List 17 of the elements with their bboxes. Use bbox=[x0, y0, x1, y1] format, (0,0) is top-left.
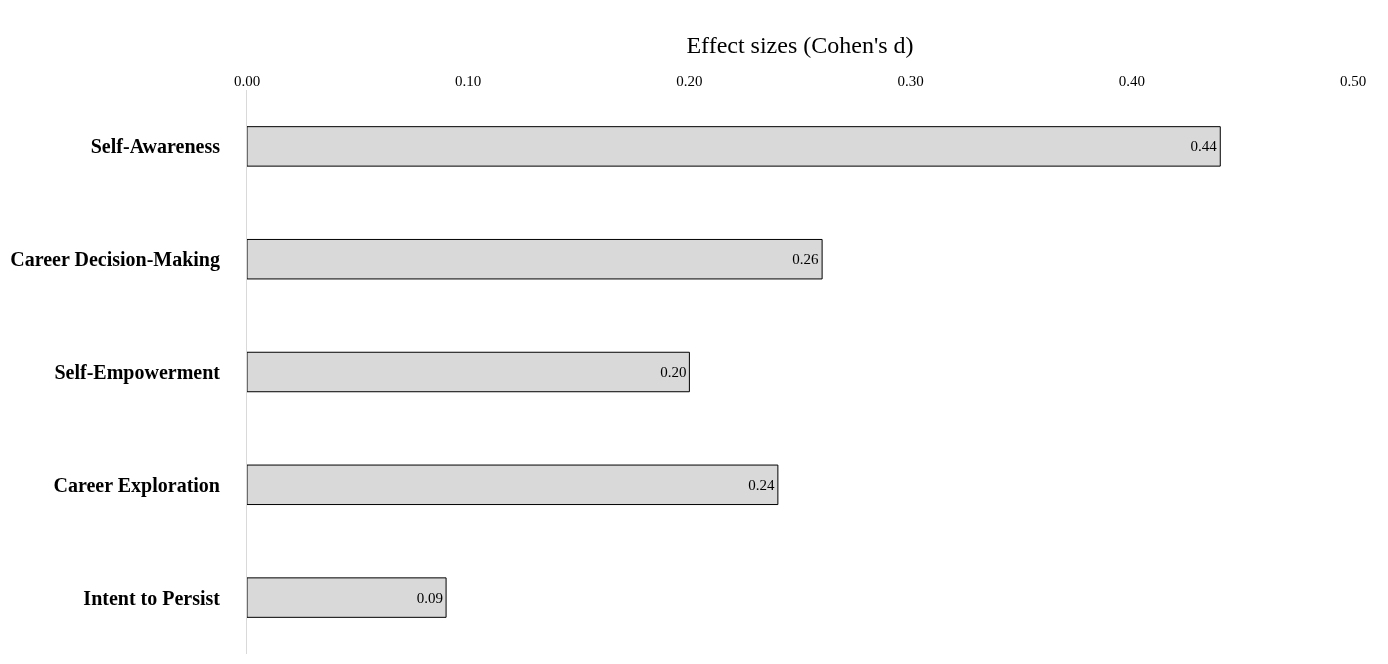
x-tick-label: 0.20 bbox=[676, 73, 703, 89]
x-tick-label: 0.30 bbox=[897, 73, 924, 89]
y-tick-label: Career Exploration bbox=[53, 473, 220, 497]
data-label: 0.24 bbox=[748, 476, 775, 493]
x-tick-label: 0.00 bbox=[233, 73, 261, 89]
x-tick-label: 0.50 bbox=[1339, 73, 1367, 89]
data-label: 0.44 bbox=[1190, 138, 1218, 155]
y-tick-label: Self-Awareness bbox=[90, 135, 221, 158]
x-tick-label: 0.40 bbox=[1118, 73, 1145, 89]
data-label: 0.26 bbox=[792, 251, 820, 268]
y-tick-label: Self-Empowerment bbox=[54, 361, 221, 384]
x-tick-label: 0.10 bbox=[455, 73, 482, 89]
y-tick-label: Intent to Persist bbox=[83, 586, 221, 609]
data-label: 0.20 bbox=[660, 364, 687, 380]
y-tick-label: Career Decision-Making bbox=[10, 248, 220, 272]
data-label: 0.09 bbox=[416, 589, 444, 606]
x-axis-title: Effect sizes (Cohen's d) bbox=[686, 32, 914, 59]
